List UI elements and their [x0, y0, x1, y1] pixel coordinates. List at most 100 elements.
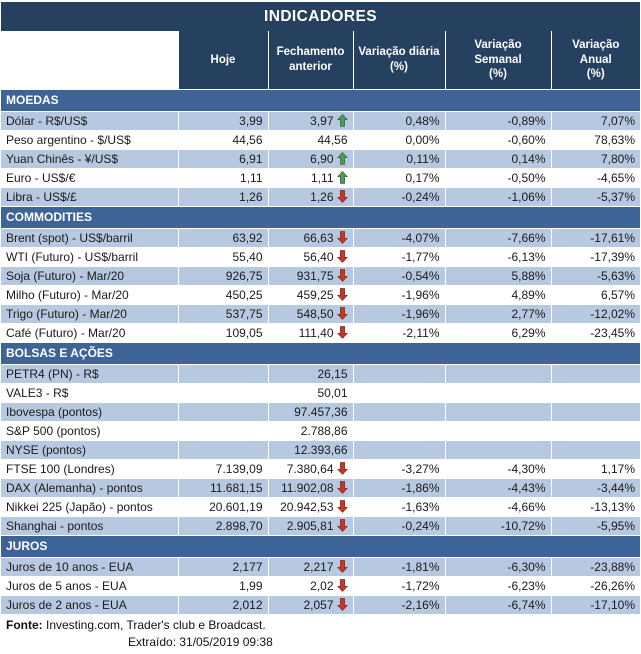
trend-down-icon — [336, 269, 348, 282]
fechamento-cell-content: 56,40 — [274, 248, 348, 266]
cell-variacao-diaria: -1,86% — [353, 478, 446, 498]
cell-variacao-diaria: -1,96% — [353, 304, 446, 324]
cell-fechamento-anterior: 11.902,08 — [268, 478, 354, 498]
cell-variacao-anual: 6,57% — [551, 285, 640, 305]
row-label: Trigo (Futuro) - Mar/20 — [1, 304, 179, 324]
trend-down-icon — [336, 250, 348, 263]
fechamento-cell-content: 6,90 — [274, 150, 348, 168]
cell-variacao-semanal: -6,74% — [445, 595, 552, 615]
cell-hoje — [178, 364, 269, 384]
cell-variacao-semanal: -4,66% — [445, 497, 552, 517]
row-label: Libra - US$/£ — [1, 187, 179, 207]
cell-hoje: 537,75 — [178, 304, 269, 324]
table-row: PETR4 (PN) - R$ 26,15 — [1, 364, 640, 384]
table-row: Soja (Futuro) - Mar/20 926,75 931,75 -0,54%… — [1, 266, 640, 286]
row-label: S&P 500 (pontos) — [1, 421, 179, 441]
trend-up-icon — [336, 114, 348, 127]
fechamento-cell-content: 97.457,36 — [274, 403, 348, 421]
cell-variacao-diaria — [353, 421, 446, 441]
table-row: Juros de 10 anos - EUA 2,177 2,217 -1,81% -6… — [1, 557, 640, 577]
row-label: WTI (Futuro) - US$/barril — [1, 247, 179, 267]
column-header-anual-line2: (%) — [586, 67, 605, 80]
cell-variacao-diaria — [353, 440, 446, 460]
row-label: Soja (Futuro) - Mar/20 — [1, 266, 179, 286]
cell-variacao-diaria: -1,96% — [353, 285, 446, 305]
row-label: Shanghai - pontos — [1, 516, 179, 536]
table-row: FTSE 100 (Londres) 7.139,09 7.380,64 -3,27%… — [1, 459, 640, 479]
cell-variacao-anual: 78,63% — [551, 130, 640, 150]
cell-variacao-anual — [551, 402, 640, 422]
fechamento-value: 20.942,53 — [280, 499, 334, 514]
table-row: WTI (Futuro) - US$/barril 55,40 56,40 -1,77… — [1, 247, 640, 267]
column-header-variacao-diaria: Variação diária (%) — [353, 31, 446, 90]
trend-down-icon — [336, 231, 348, 244]
cell-variacao-anual: -13,13% — [551, 497, 640, 517]
table-row: Milho (Futuro) - Mar/20 450,25 459,25 -1,96… — [1, 285, 640, 305]
cell-hoje: 6,91 — [178, 149, 269, 169]
indicators-table: Hoje Fechamento anterior Variação diária… — [1, 31, 640, 615]
cell-fechamento-anterior: 1,26 — [268, 187, 354, 207]
cell-variacao-diaria: -2,16% — [353, 595, 446, 615]
column-header-variacao-semanal: Variação Semanal (%) — [445, 31, 552, 90]
fechamento-value: 66,63 — [303, 230, 334, 245]
cell-variacao-diaria: -0,54% — [353, 266, 446, 286]
cell-hoje: 2,012 — [178, 595, 269, 615]
cell-variacao-anual: 1,17% — [551, 459, 640, 479]
fechamento-cell-content: 7.380,64 — [274, 460, 348, 478]
cell-variacao-diaria: -2,11% — [353, 323, 446, 343]
column-header-semanal-line2: (%) — [489, 67, 507, 80]
cell-variacao-semanal: -0,60% — [445, 130, 552, 150]
cell-variacao-semanal: -1,06% — [445, 187, 552, 207]
fechamento-cell-content: 1,11 — [274, 169, 348, 187]
cell-variacao-anual: -26,26% — [551, 576, 640, 596]
trend-down-icon — [336, 500, 348, 513]
cell-variacao-semanal: 0,14% — [445, 149, 552, 169]
fechamento-cell-content: 2.905,81 — [274, 517, 348, 535]
cell-fechamento-anterior: 459,25 — [268, 285, 354, 305]
cell-hoje: 11.681,15 — [178, 478, 269, 498]
trend-down-icon — [336, 519, 348, 532]
row-label: Peso argentino - $/US$ — [1, 130, 179, 150]
cell-variacao-semanal — [445, 402, 552, 422]
fechamento-cell-content: 548,50 — [274, 305, 348, 323]
fechamento-cell-content: 1,26 — [274, 188, 348, 206]
cell-fechamento-anterior: 2,02 — [268, 576, 354, 596]
cell-variacao-diaria: -4,07% — [353, 228, 446, 248]
cell-variacao-semanal: -10,72% — [445, 516, 552, 536]
fechamento-value: 97.457,36 — [294, 404, 348, 419]
cell-variacao-anual: -17,61% — [551, 228, 640, 248]
cell-variacao-anual — [551, 364, 640, 384]
cell-hoje: 1,26 — [178, 187, 269, 207]
cell-variacao-anual — [551, 440, 640, 460]
cell-variacao-diaria: 0,00% — [353, 130, 446, 150]
section-title: JUROS — [1, 534, 640, 558]
fechamento-value: 2.905,81 — [286, 518, 334, 533]
cell-variacao-diaria: -1,81% — [353, 557, 446, 577]
fechamento-cell-content: 44,56 — [274, 131, 347, 149]
trend-down-icon — [336, 462, 348, 475]
fechamento-cell-content: 2,057 — [274, 596, 348, 614]
cell-variacao-anual: 7,07% — [551, 111, 640, 131]
fechamento-cell-content: 931,75 — [274, 267, 348, 285]
table-row: Yuan Chinês - ¥/US$ 6,91 6,90 0,11% 0,14% 7,8… — [1, 149, 640, 169]
section-header-row: MOEDAS — [1, 88, 640, 112]
fechamento-value: 2.788,86 — [300, 423, 348, 438]
table-row: Ibovespa (pontos) 97.457,36 — [1, 402, 640, 422]
fechamento-cell-content: 2.788,86 — [274, 422, 348, 440]
cell-variacao-diaria: -1,72% — [353, 576, 446, 596]
section-header-row: JUROS — [1, 534, 640, 558]
fechamento-cell-content: 26,15 — [274, 365, 348, 383]
cell-fechamento-anterior: 56,40 — [268, 247, 354, 267]
footer-extracted-line: Extraído: 31/05/2019 09:38 — [128, 634, 273, 649]
cell-variacao-semanal: -4,30% — [445, 459, 552, 479]
trend-down-icon — [336, 288, 348, 301]
cell-variacao-anual: -3,44% — [551, 478, 640, 498]
table-row: Brent (spot) - US$/barril 63,92 66,63 -4,07… — [1, 228, 640, 248]
fechamento-value: 26,15 — [317, 366, 348, 381]
fechamento-cell-content: 50,01 — [274, 384, 347, 402]
row-label: Brent (spot) - US$/barril — [1, 228, 179, 248]
fechamento-value: 548,50 — [296, 306, 334, 321]
cell-variacao-semanal: -0,89% — [445, 111, 552, 131]
fechamento-value: 7.380,64 — [286, 461, 334, 476]
trend-down-icon — [336, 481, 348, 494]
